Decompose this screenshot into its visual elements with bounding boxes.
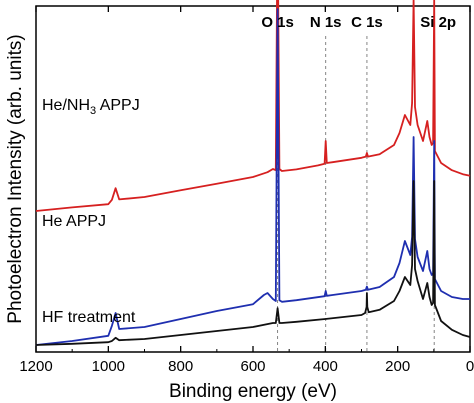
peak-label-1: N 1s [310,14,342,31]
peak-marker-labels: O 1s N 1s C 1s Si 2p [261,14,456,31]
peak-label-3: Si 2p [420,14,456,31]
peak-label-0: O 1s [261,14,294,31]
series-line-0 [35,0,471,212]
x-tick-label-5: 200 [385,358,410,375]
peak-label-2: C 1s [351,14,383,31]
x-axis-title: Binding energy (eV) [169,381,337,402]
x-tick-label-1: 1000 [92,358,125,375]
x-tick-label-2: 800 [168,358,193,375]
series-line-1 [35,8,470,346]
series-label-he-nh3-appj: He/NH3 APPJ [42,97,140,117]
x-tick-label-3: 600 [240,358,265,375]
series-line-2 [35,180,471,346]
spectra [35,0,471,346]
x-tick-label-0: 1200 [19,358,52,375]
series-label-he-appj: He APPJ [42,213,106,230]
x-tick-label-6: 0 [466,358,474,375]
plot-frame [35,5,471,353]
x-tick-label-4: 400 [313,358,338,375]
y-axis-title: Photoelectron Intensity (arb. units) [5,34,26,323]
series-label-hf-treatment: HF treatment [42,309,136,326]
x-axis-ticks: 1200 1000 800 600 400 200 0 [19,6,474,375]
peak-marker-lines [277,36,435,352]
